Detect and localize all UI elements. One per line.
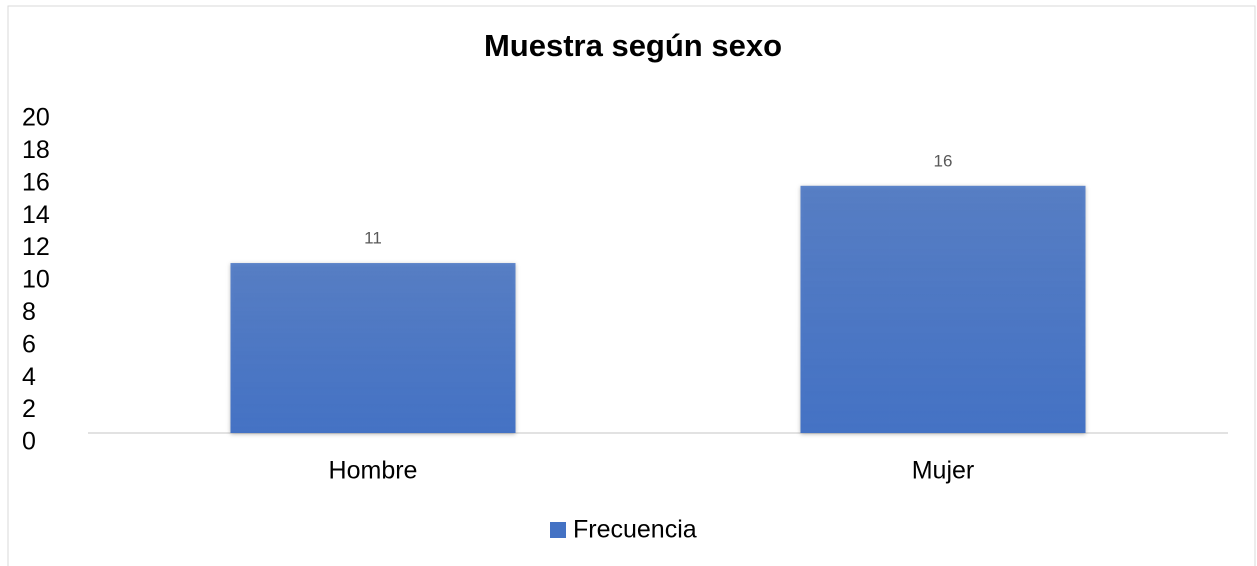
- y-tick-label: 14: [22, 201, 50, 229]
- data-label: 16: [934, 151, 953, 170]
- y-tick-label: 16: [22, 168, 50, 196]
- y-tick-label: 6: [22, 330, 36, 358]
- legend-swatch: [550, 522, 566, 538]
- bar: [800, 185, 1086, 433]
- y-tick-label: 18: [22, 136, 50, 164]
- data-label: 11: [364, 229, 382, 248]
- y-tick-label: 0: [22, 428, 36, 456]
- y-tick-label: 20: [22, 104, 50, 132]
- bar: [230, 263, 516, 433]
- y-tick-label: 2: [22, 395, 36, 423]
- y-tick-label: 8: [22, 298, 36, 326]
- y-tick-label: 12: [22, 233, 50, 261]
- x-tick-label: Hombre: [329, 457, 418, 485]
- legend-label: Frecuencia: [573, 516, 697, 544]
- chart-title: Muestra según sexo: [484, 28, 782, 63]
- y-tick-label: 10: [22, 266, 50, 294]
- y-tick-label: 4: [22, 363, 36, 391]
- x-tick-label: Mujer: [912, 457, 975, 485]
